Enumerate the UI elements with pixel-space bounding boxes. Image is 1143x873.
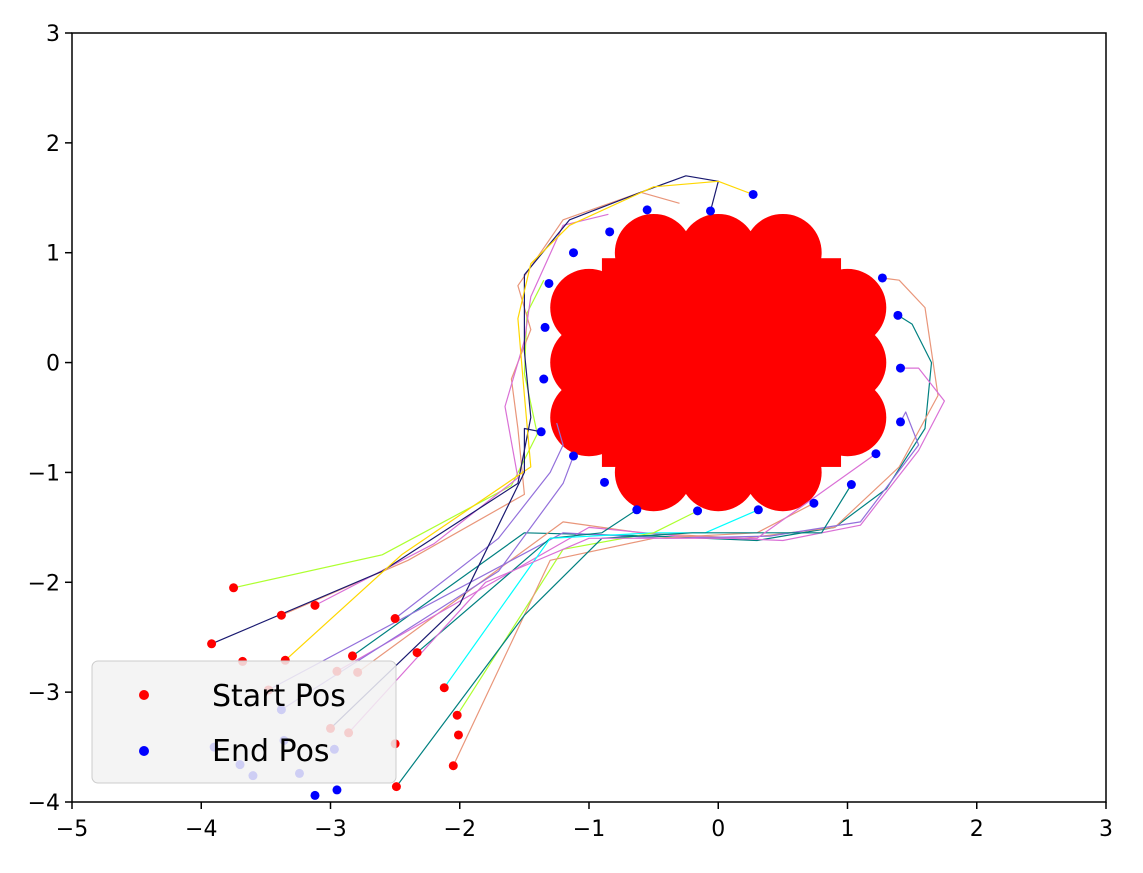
trajectories [211,175,946,787]
start-point-2 [310,600,320,610]
end-point-8 [536,427,546,437]
end-point-19 [893,310,903,320]
end-point-16 [871,449,881,459]
obstacle-circle-6 [550,268,628,347]
obstacle-circle-3 [614,433,693,512]
legend-label-start: Start Pos [212,679,346,714]
end-point-10 [600,477,610,487]
legend-marker-start [139,690,149,700]
obstacle-circle-11 [808,378,887,457]
legend: Start Pos End Pos [91,660,397,784]
legend-marker-end [139,746,149,756]
end-point-20 [877,273,887,283]
end-point-1 [705,206,715,216]
obstacle-circle-7 [550,323,628,402]
end-point-28 [332,785,342,795]
end-point-17 [895,417,905,427]
trajectory-5 [394,422,564,619]
end-point-3 [605,227,615,237]
x-tick-label-6: 1 [841,817,855,842]
x-tick-label-7: 2 [970,817,984,842]
y-tick-label-3: −1 [28,461,60,486]
x-tick-label-8: 3 [1099,817,1113,842]
trajectory-4 [284,180,754,661]
obstacle [550,213,887,512]
end-point-14 [809,498,819,508]
trajectory-10 [416,509,638,654]
obstacle-rect [601,258,842,467]
start-point-3 [207,639,217,649]
start-point-12 [439,683,449,693]
start-point-0 [229,583,239,593]
start-point-19 [391,782,401,792]
end-point-11 [632,505,642,515]
obstacle-circle-9 [808,268,887,347]
y-tick-label-5: 1 [46,242,60,267]
start-point-16 [453,730,463,740]
end-point-6 [540,322,550,332]
start-point-11 [412,648,422,658]
trajectory-15 [330,427,542,729]
obstacle-circle-8 [550,378,628,457]
trajectory-3 [211,175,719,645]
x-tick-label-4: −1 [573,817,605,842]
y-tick-label-4: 0 [46,352,60,377]
end-point-7 [539,374,549,384]
x-tick-label-1: −4 [185,817,217,842]
obstacle-circle-10 [808,323,887,402]
end-point-13 [753,505,763,515]
obstacle-circle-0 [614,213,693,292]
x-tick-label-2: −3 [314,817,346,842]
end-point-27 [310,790,320,800]
trajectory-9 [268,411,920,691]
end-point-12 [693,506,703,516]
x-tick-label-0: −5 [56,817,88,842]
end-point-2 [642,205,652,215]
end-point-0 [748,189,758,199]
trajectory-14 [395,484,852,787]
end-point-18 [895,363,905,373]
x-tick-label-3: −2 [444,817,476,842]
end-point-9 [568,451,578,461]
start-point-7 [347,651,357,661]
legend-label-end: End Pos [212,734,330,769]
trajectory-12 [456,510,698,716]
y-tick-label-7: 3 [46,22,60,47]
obstacle-circle-1 [679,213,758,292]
trajectory-17 [281,455,575,711]
obstacle-circle-5 [744,433,822,512]
obstacle-circle-4 [679,433,758,512]
y-tick-label-2: −2 [28,571,60,596]
start-point-1 [276,610,286,620]
y-tick-label-1: −3 [28,681,60,706]
trajectory-7 [357,277,939,673]
x-tick-label-5: 0 [711,817,725,842]
y-tick-label-6: 2 [46,132,60,157]
obstacle-circle-2 [744,213,822,292]
end-point-5 [544,278,554,288]
start-point-15 [452,710,462,720]
y-tick-label-0: −4 [28,791,60,816]
start-point-18 [448,761,458,771]
trajectory-16 [348,453,877,734]
trajectory-8 [336,367,946,672]
end-point-4 [568,248,578,258]
legend-frame [91,660,397,784]
end-point-15 [846,480,856,490]
start-point-6 [390,614,400,624]
